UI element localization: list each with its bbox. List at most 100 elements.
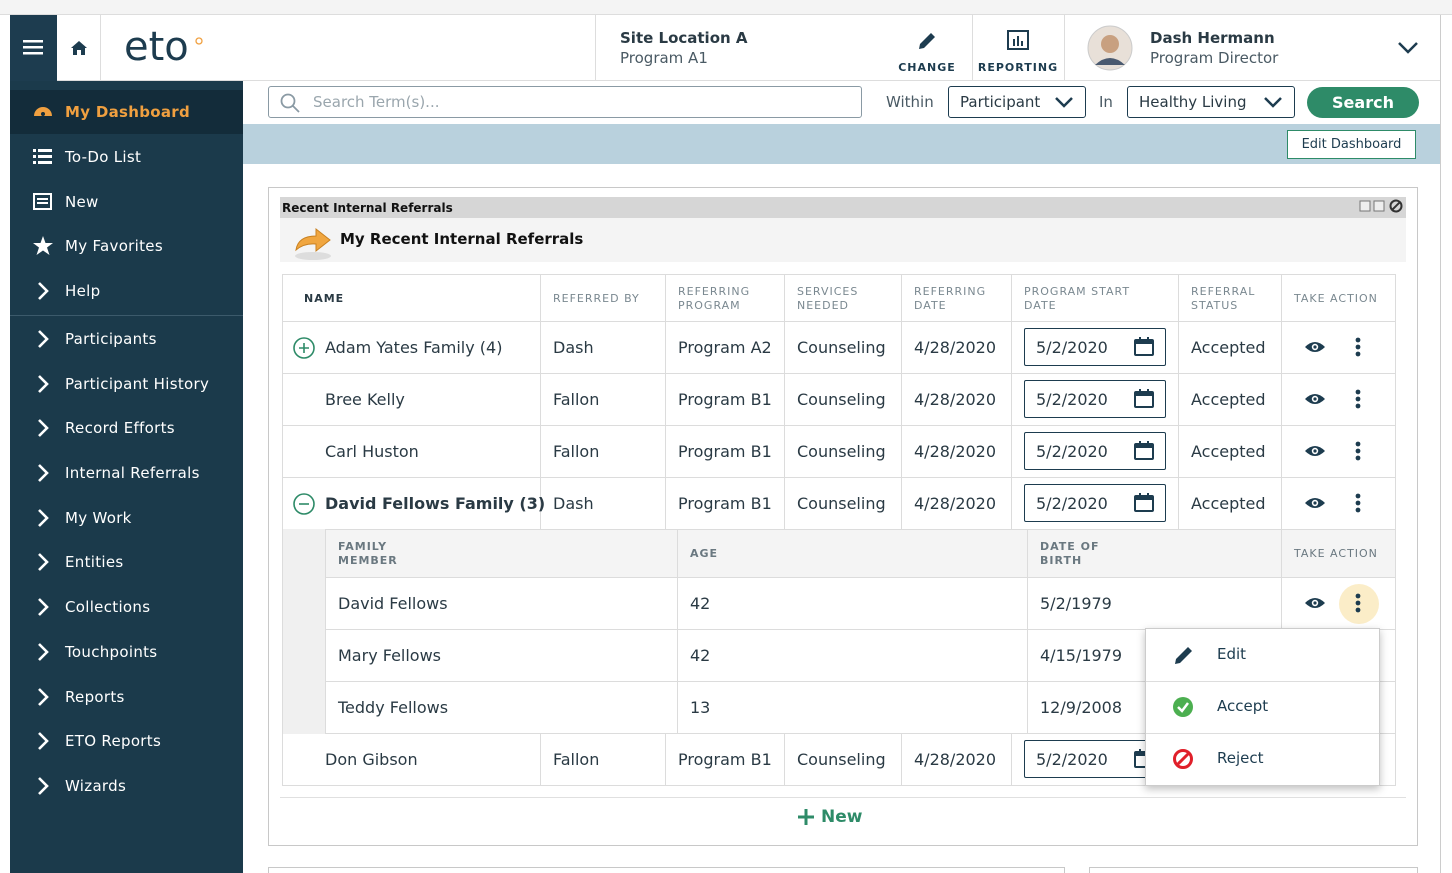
row-cell: Counseling [797, 441, 886, 461]
family-column-header: FAMILY MEMBER [338, 540, 398, 567]
sidebar-item[interactable]: Touchpoints [65, 643, 158, 661]
sidebar-icon [32, 730, 54, 752]
row-cell: Program A2 [678, 337, 772, 357]
family-value: Mary Fellows [338, 645, 442, 665]
actions-icon-svg [1355, 389, 1361, 409]
widget-controls[interactable] [1358, 198, 1406, 215]
reporting-button[interactable]: REPORTING [977, 60, 1059, 74]
sidebar-item[interactable]: Record Efforts [65, 419, 175, 437]
menu-icon [1172, 644, 1194, 666]
site-name: Site Location A [620, 29, 748, 47]
search-icon [280, 93, 300, 113]
family-column-header: DATE OF BIRTH [1040, 540, 1100, 567]
row-cell: Dash [553, 337, 594, 357]
search-input[interactable] [268, 86, 862, 118]
calendar-icon[interactable] [1133, 440, 1155, 461]
actions-icon[interactable] [1354, 389, 1362, 409]
view-icon[interactable] [1304, 495, 1326, 511]
sidebar-item[interactable]: New [65, 193, 99, 211]
calendar-icon[interactable] [1133, 492, 1155, 513]
sidebar-icon-svg [38, 553, 49, 571]
sidebar-item[interactable]: Help [65, 282, 101, 300]
view-icon[interactable] [1304, 595, 1326, 611]
sidebar-icon-svg [38, 330, 49, 348]
date-value: 5/2/2020 [1036, 389, 1108, 409]
actions-icon[interactable] [1354, 493, 1362, 513]
row-name[interactable]: David Fellows Family (3) [325, 493, 546, 513]
menu-icon-svg [1173, 697, 1193, 717]
sidebar-item[interactable]: Entities [65, 553, 124, 571]
menu-icon-svg [1175, 647, 1192, 664]
referral-icon [292, 226, 334, 262]
calendar-icon[interactable] [1133, 388, 1155, 409]
menu-item[interactable]: Accept [1217, 697, 1269, 715]
view-icon[interactable] [1304, 391, 1326, 407]
sidebar-item[interactable]: Collections [65, 598, 151, 616]
sidebar-sep [10, 315, 243, 316]
view-icon[interactable] [1304, 339, 1326, 355]
calendar-icon-svg [1134, 337, 1154, 356]
home-button[interactable] [57, 15, 101, 81]
row-name[interactable]: Carl Huston [325, 441, 419, 461]
expand-icon[interactable] [292, 336, 316, 360]
sep1 [595, 15, 596, 81]
user-chevron[interactable] [1397, 40, 1419, 54]
actions-icon[interactable] [1354, 441, 1362, 461]
edit-dashboard-button[interactable]: Edit Dashboard [1287, 130, 1416, 159]
row-cell: Fallon [553, 749, 600, 769]
family-value: 42 [690, 593, 711, 613]
row-cell: Dash [553, 493, 594, 513]
within-select[interactable] [948, 86, 1086, 118]
pencil-icon-svg [919, 33, 935, 49]
within-value: Participant [960, 93, 1041, 111]
sidebar-icon [32, 462, 54, 484]
row-name[interactable]: Bree Kelly [325, 389, 405, 409]
sidebar-item-active[interactable]: My Dashboard [65, 103, 191, 121]
actions-icon[interactable] [1354, 337, 1362, 357]
sidebar-icon-svg [38, 509, 49, 527]
row-name[interactable]: Don Gibson [325, 749, 418, 769]
actions-icon-svg [1355, 593, 1361, 613]
sidebar-item[interactable]: ETO Reports [65, 732, 162, 750]
actions-icon[interactable] [1354, 593, 1362, 613]
column-header: REFERRAL STATUS [1191, 285, 1256, 312]
widget-controls-svg [1359, 199, 1403, 213]
sidebar-item[interactable]: My Work [65, 509, 132, 527]
column-header: TAKE ACTION [1294, 292, 1378, 305]
sidebar-item[interactable]: Reports [65, 688, 125, 706]
menu-item[interactable]: Edit [1217, 645, 1247, 663]
sidebar-item[interactable]: Participant History [65, 375, 210, 393]
date-input[interactable] [1024, 484, 1166, 522]
view-icon-svg [1305, 498, 1325, 508]
table-cell [1281, 373, 1396, 426]
family-value: 13 [690, 697, 711, 717]
date-input[interactable] [1024, 432, 1166, 470]
sidebar-item[interactable]: My Favorites [65, 237, 163, 255]
view-icon[interactable] [1304, 443, 1326, 459]
menu-item[interactable]: Reject [1217, 749, 1264, 767]
sidebar-item[interactable]: Wizards [65, 777, 127, 795]
row-name[interactable]: Adam Yates Family (4) [325, 337, 503, 357]
family-indent [282, 529, 326, 734]
column-header: NAME [304, 292, 345, 305]
sidebar-icon [32, 280, 54, 302]
new-plus[interactable] [797, 808, 815, 826]
sidebar-icon [32, 507, 54, 529]
table-cell [1281, 477, 1396, 530]
new-button[interactable]: New [821, 807, 863, 827]
sidebar-item[interactable]: Internal Referrals [65, 464, 200, 482]
column-header: REFERRED BY [553, 292, 640, 305]
sidebar-item[interactable]: Participants [65, 330, 157, 348]
row-cell: Counseling [797, 749, 886, 769]
search-button[interactable]: Search [1307, 87, 1419, 118]
calendar-icon[interactable] [1133, 336, 1155, 357]
date-input[interactable] [1024, 740, 1166, 778]
sidebar-icon [32, 146, 54, 168]
date-input[interactable] [1024, 328, 1166, 366]
sidebar-item[interactable]: To-Do List [65, 148, 142, 166]
date-input[interactable] [1024, 380, 1166, 418]
sidebar-icon [32, 686, 54, 708]
in-select[interactable] [1127, 86, 1295, 118]
collapse-icon[interactable] [292, 492, 316, 516]
change-button[interactable]: CHANGE [898, 60, 956, 74]
